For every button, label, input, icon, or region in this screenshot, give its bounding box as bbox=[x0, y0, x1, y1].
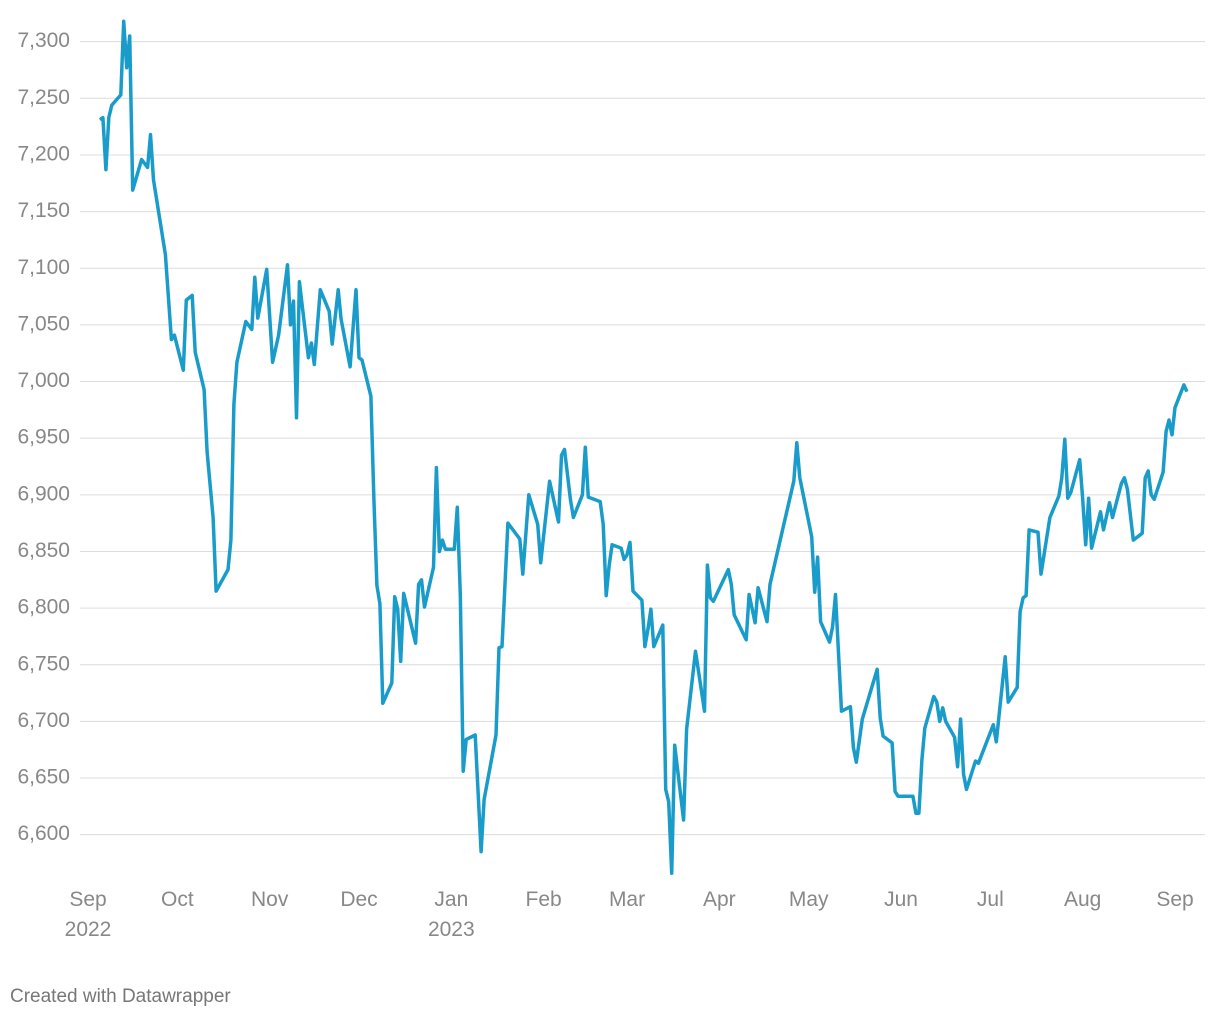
x-tick-label: Apr bbox=[703, 888, 736, 911]
y-tick-label: 6,700 bbox=[17, 709, 70, 732]
x-tick-label: Feb bbox=[526, 888, 562, 911]
y-tick-label: 7,050 bbox=[17, 312, 70, 335]
y-tick-label: 6,950 bbox=[17, 426, 70, 449]
y-tick-label: 7,000 bbox=[17, 369, 70, 392]
x-tick-label: May bbox=[789, 888, 829, 911]
x-tick-label: Dec bbox=[340, 888, 377, 911]
y-tick-label: 6,600 bbox=[17, 822, 70, 845]
x-tick-label: Jun bbox=[884, 888, 918, 911]
credit: Created with Datawrapper bbox=[10, 986, 231, 1007]
y-tick-label: 6,750 bbox=[17, 652, 70, 675]
line bbox=[98, 19, 1189, 875]
y-tick-label: 7,200 bbox=[17, 142, 70, 165]
y-tick-label: 7,250 bbox=[17, 86, 70, 109]
y-tick-label: 6,850 bbox=[17, 539, 70, 562]
x-tick-label: Aug bbox=[1064, 888, 1101, 911]
y-tick-label: 6,650 bbox=[17, 766, 70, 789]
x-tick-label: Sep bbox=[1156, 888, 1193, 911]
x-tick-label: Nov bbox=[251, 888, 289, 911]
y-tick-label: 7,150 bbox=[17, 199, 70, 222]
x-tick-label: Jul bbox=[977, 888, 1004, 911]
y-tick-label: 6,900 bbox=[17, 482, 70, 505]
x-tick-label: Oct bbox=[161, 888, 194, 911]
x-tick-label: Sep 2022 bbox=[65, 888, 112, 941]
y-tick-label: 7,300 bbox=[17, 29, 70, 52]
y-tick-label: 6,800 bbox=[17, 596, 70, 619]
y-tick-label: 7,100 bbox=[17, 256, 70, 279]
x-tick-label: Jan 2023 bbox=[428, 888, 475, 941]
x-tick-label: Mar bbox=[609, 888, 645, 911]
